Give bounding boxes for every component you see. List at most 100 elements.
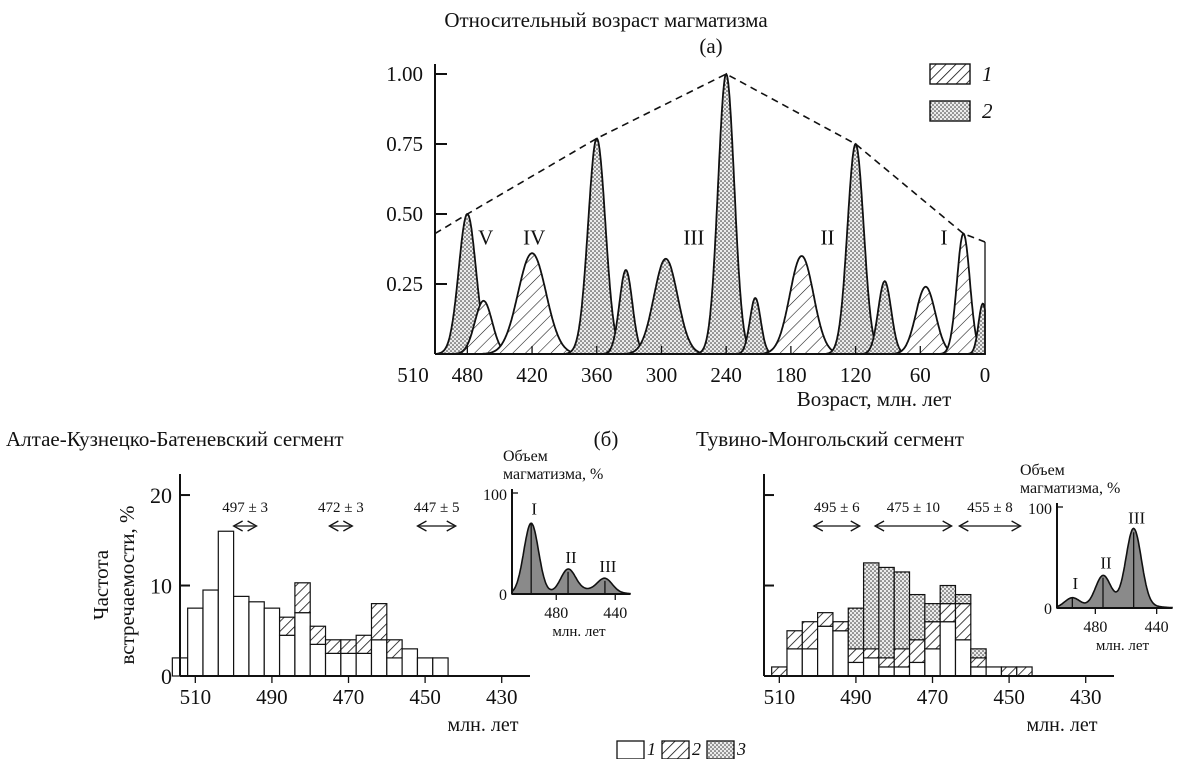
x-tick-label-7: 120 — [840, 363, 872, 387]
bar-1-s2 — [786, 630, 803, 650]
bar-1-s1 — [786, 648, 803, 677]
inset-x-axis-label: млн. лет — [552, 624, 606, 640]
panel-a-title: Относительный возраст магматизма — [444, 8, 768, 32]
y-tick-label-1: 0.50 — [386, 202, 423, 226]
x-tick-label-1: 490 — [256, 685, 288, 709]
peak-9 — [826, 142, 885, 355]
panel-b-left-plot-area: 0 10 20 510 490 470 450 430 497 ± 3 472 ± 3 447 ± … — [150, 474, 530, 709]
bar-15-s1 — [401, 648, 419, 677]
panel-b-left-x-axis-label: млн. лет — [448, 714, 519, 736]
bar-8-s1 — [294, 612, 311, 677]
bar-9-s2 — [908, 639, 926, 664]
x-tick-label-3: 450 — [409, 685, 441, 709]
bar-12-s2 — [355, 634, 373, 654]
x-tick-label-1: 480 — [452, 363, 484, 387]
inset-y-label-line-2: магматизма, % — [503, 466, 603, 483]
x-tick-label-9: 0 — [980, 363, 991, 387]
peak-6 — [697, 72, 756, 355]
bar-15-s2 — [1000, 666, 1018, 677]
inset-x-tick-label-0: 480 — [544, 605, 568, 622]
bar-9-s1 — [309, 643, 327, 677]
inset-peak-label-1: II — [1100, 554, 1112, 573]
bar-8-s1 — [893, 666, 911, 677]
y-axis-label-line-1: Частота — [89, 549, 113, 620]
range-arrowhead-right-2 — [446, 520, 458, 532]
bar-5-s3 — [847, 607, 865, 650]
inset-x-axis-label: млн. лет — [1096, 638, 1150, 654]
inset-y-tick-label-1: 100 — [1028, 501, 1052, 518]
x-tick-label-4: 430 — [1070, 685, 1102, 709]
inset-y-tick-label-1: 100 — [483, 487, 507, 504]
range-label-0: 497 ± 3 — [222, 500, 268, 516]
bar-14-s2 — [386, 639, 403, 659]
range-arrowhead-left-1 — [873, 520, 885, 532]
x-tick-label-3: 450 — [993, 685, 1025, 709]
panel-b-right-x-axis-label: млн. лет — [1027, 714, 1098, 736]
bar-11-s1 — [340, 652, 357, 677]
x-tick-label-8: 60 — [910, 363, 931, 387]
range-arrowhead-right-0 — [850, 520, 862, 532]
bar-7-s1 — [278, 634, 296, 677]
inset-y-tick-label-0: 0 — [1044, 601, 1052, 618]
bar-13-s1 — [970, 666, 987, 677]
bottom-legend-label-3: 3 — [736, 739, 746, 759]
peak-5 — [623, 257, 708, 355]
x-tick-label-6: 180 — [775, 363, 807, 387]
bar-11-s2 — [939, 603, 957, 623]
bar-5-s1 — [847, 661, 865, 677]
panel-b-right: Тувино-Монгольский сегмент 510 490 470 450 4… — [696, 427, 1173, 736]
bar-3-s2 — [817, 612, 834, 627]
bar-7-s2 — [278, 616, 296, 636]
x-tick-label-3: 360 — [581, 363, 613, 387]
bar-17-s1 — [432, 657, 449, 677]
inset-y-tick-label-0: 0 — [499, 587, 507, 604]
legend-swatch-1 — [929, 63, 971, 85]
peak-annotation-2: III — [683, 225, 704, 249]
y-axis-label-line-2: встречаемости, % — [115, 505, 139, 664]
bar-12-s1 — [355, 652, 373, 677]
bar-2-s1 — [202, 589, 219, 677]
inset-x-tick-label-1: 440 — [1145, 619, 1169, 636]
bar-14-s1 — [985, 666, 1003, 677]
x-tick-label-0: 510 — [180, 685, 212, 709]
y-tick-label-2: 0.75 — [386, 132, 423, 156]
bar-13-s3 — [970, 648, 987, 659]
peak-annotation-0: V — [478, 225, 493, 249]
panel-b-left-title: Алтае-Кузнецко-Батеневский сегмент — [6, 427, 344, 451]
panel-b-label: (б) — [594, 427, 619, 451]
bar-12-s2 — [954, 603, 972, 641]
inset-x-tick-label-1: 440 — [603, 605, 627, 622]
range-arrowhead-left-2 — [957, 520, 969, 532]
peak-annotation-3: II — [821, 225, 835, 249]
bar-11-s1 — [939, 621, 957, 677]
bar-13-s2 — [370, 603, 388, 641]
panel-a-x-axis-label: Возраст, млн. лет — [797, 387, 952, 411]
bar-2-s1 — [801, 648, 819, 677]
bar-5-s1 — [248, 601, 265, 677]
range-arrowhead-left-0 — [232, 520, 243, 532]
panel-b-left: Алтае-Кузнецко-Батеневский сегмент (б) Ч… — [6, 427, 631, 736]
bar-10-s2 — [324, 639, 342, 654]
bar-3-s1 — [217, 530, 235, 677]
bar-3-s1 — [817, 625, 834, 677]
bar-8-s2 — [893, 648, 911, 668]
peak-8 — [759, 255, 844, 355]
bottom-legend-label-2: 2 — [692, 739, 701, 759]
x-tick-label-2: 420 — [516, 363, 548, 387]
range-label-0: 495 ± 6 — [814, 500, 860, 516]
bar-16-s1 — [416, 657, 434, 677]
inset-curve — [511, 522, 631, 595]
bar-13-s2 — [970, 657, 987, 668]
inset-y-label-line-1: Объем — [503, 448, 548, 465]
bottom-legend: 1 2 3 — [616, 739, 746, 759]
y-tick-label-0: 0.25 — [386, 272, 423, 296]
bar-13-s1 — [370, 639, 388, 677]
bar-7-s2 — [878, 657, 895, 668]
panel-b-right-title: Тувино-Монгольский сегмент — [696, 427, 964, 451]
range-arrowhead-right-1 — [942, 520, 953, 532]
peak-annotation-4: I — [941, 225, 948, 249]
x-tick-label-4: 300 — [646, 363, 678, 387]
panel-a-legend: 1 2 — [929, 62, 993, 123]
envelope-line — [434, 73, 986, 243]
